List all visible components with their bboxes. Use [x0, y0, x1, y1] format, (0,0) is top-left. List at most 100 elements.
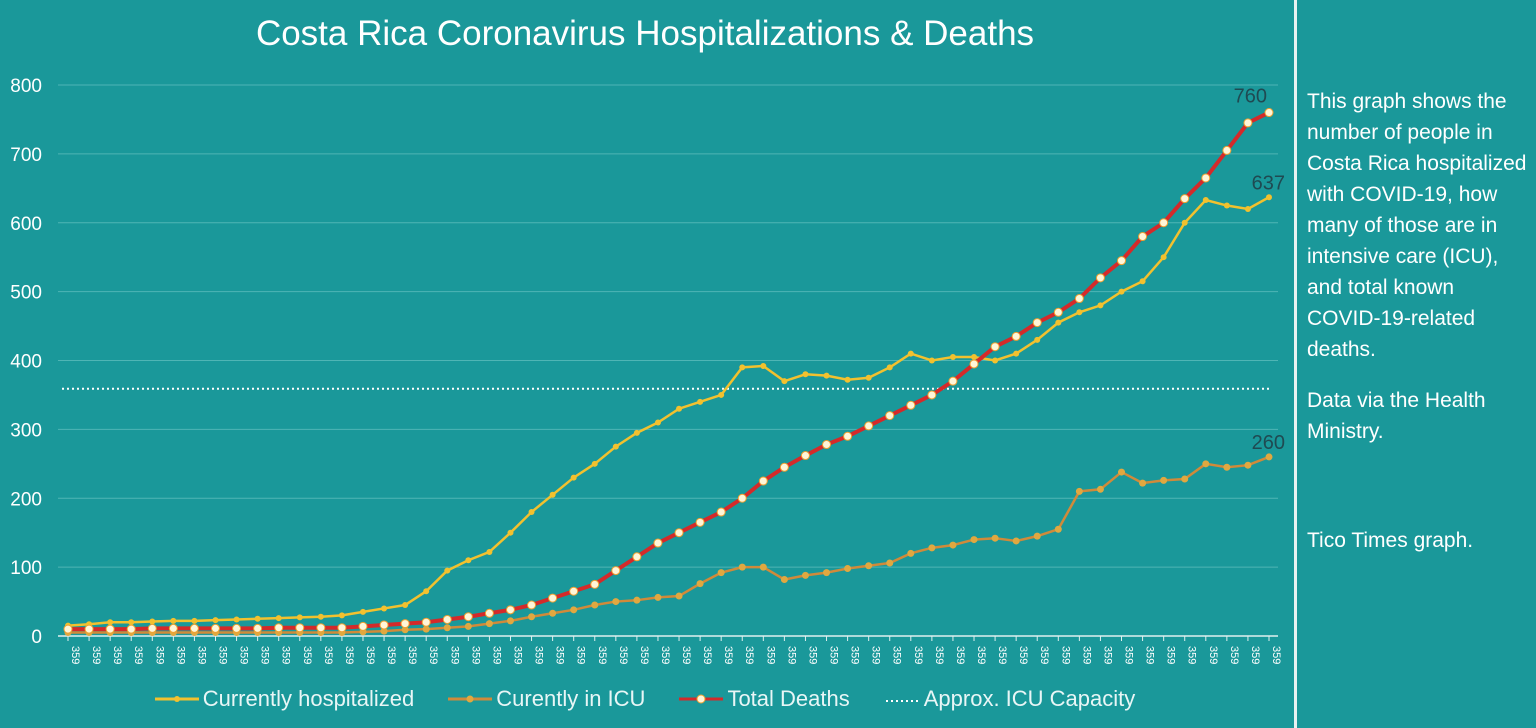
data-point	[1118, 468, 1126, 476]
legend-swatch-icu	[448, 695, 493, 703]
x-tick-label: 359	[301, 646, 313, 664]
data-point	[401, 626, 409, 634]
x-tick-label: 359	[849, 646, 861, 664]
data-point	[992, 357, 999, 364]
data-point	[675, 592, 683, 600]
chart-title: Costa Rica Coronavirus Hospitalizations …	[255, 14, 1035, 53]
data-point	[444, 567, 451, 574]
legend-label-deaths: Total Deaths	[727, 686, 850, 711]
data-point	[971, 354, 978, 361]
data-point	[170, 617, 177, 624]
y-tick-label: 600	[10, 214, 42, 235]
data-point	[1053, 307, 1063, 317]
data-point	[1096, 485, 1104, 493]
data-point	[422, 625, 430, 633]
data-point	[189, 623, 199, 633]
data-point	[232, 623, 242, 633]
data-point	[359, 608, 366, 615]
y-tick-label: 700	[10, 145, 42, 166]
x-tick-label: 359	[680, 646, 692, 664]
data-point	[885, 411, 895, 421]
data-point	[991, 534, 999, 542]
chart-plot: 0 100 200 300 400 500 600 700 800 359 359 359 359 359…	[10, 76, 1285, 664]
data-point	[843, 431, 853, 441]
data-point	[696, 580, 704, 588]
data-point	[969, 359, 979, 369]
legend-item-icu: Curently in ICU	[448, 686, 645, 712]
x-tick-label: 359	[554, 646, 566, 664]
data-point	[212, 617, 219, 624]
data-point	[695, 517, 705, 527]
legend-swatch-icu-capacity	[885, 700, 920, 702]
data-point	[1160, 476, 1168, 484]
data-point	[802, 371, 809, 378]
legend-label-icu-capacity: Approx. ICU Capacity	[923, 686, 1136, 711]
x-tick-label: 359	[1165, 646, 1177, 664]
data-point	[864, 421, 874, 431]
x-tick-label: 359	[343, 646, 355, 664]
data-point	[443, 624, 451, 632]
data-point	[381, 605, 388, 612]
data-point	[718, 391, 725, 398]
data-point	[1223, 202, 1230, 209]
x-tick-label: 359	[891, 646, 903, 664]
data-point	[949, 354, 956, 361]
data-point	[507, 529, 514, 536]
data-point	[1266, 194, 1272, 201]
x-tick-label: 359	[533, 646, 545, 664]
x-tick-label: 359	[280, 646, 292, 664]
x-tick-label: 359	[1249, 646, 1261, 664]
data-point	[907, 350, 914, 357]
x-tick-label: 359	[659, 646, 671, 664]
data-point	[1054, 525, 1062, 533]
data-point	[1032, 318, 1042, 328]
data-point	[295, 623, 305, 633]
series-line-2	[68, 110, 1270, 632]
data-point	[1118, 288, 1125, 295]
data-point	[254, 615, 261, 622]
x-tick-label: 359	[828, 646, 840, 664]
x-tick-label: 359	[701, 646, 713, 664]
data-point	[569, 586, 579, 596]
data-point	[759, 563, 767, 571]
divider	[1294, 0, 1297, 728]
series-line-0	[67, 196, 1270, 627]
data-point	[464, 622, 472, 630]
data-point	[779, 462, 789, 472]
source-text: Data via the Health Ministry.	[1307, 389, 1486, 443]
data-point	[1076, 309, 1083, 316]
x-tick-label: 359	[364, 646, 376, 664]
data-point	[253, 623, 263, 633]
data-point	[928, 357, 935, 364]
data-point	[149, 618, 156, 625]
x-tick-label: 359	[238, 646, 250, 664]
data-point	[1264, 108, 1274, 118]
data-point	[1201, 173, 1211, 183]
data-point	[126, 624, 136, 634]
x-tick-label: 359	[216, 646, 228, 664]
data-point	[907, 549, 915, 557]
data-point	[633, 596, 641, 604]
data-point	[697, 398, 704, 405]
x-tick-label: 359	[1059, 646, 1071, 664]
x-tick-label: 359	[806, 646, 818, 664]
data-point	[927, 390, 937, 400]
y-tick-label: 300	[10, 420, 42, 441]
x-tick-label: 359	[469, 646, 481, 664]
data-point	[128, 619, 135, 626]
data-point	[105, 624, 115, 634]
data-point	[442, 614, 452, 624]
data-point	[886, 559, 894, 567]
x-tick-label: 359	[1038, 646, 1050, 664]
data-point	[337, 623, 347, 633]
data-point	[1202, 460, 1210, 468]
data-point	[549, 609, 557, 617]
x-tick-label: 359	[111, 646, 123, 664]
data-point	[210, 623, 220, 633]
x-tick-label: 359	[1123, 646, 1135, 664]
data-point	[233, 616, 240, 623]
data-point	[800, 451, 810, 461]
data-point	[528, 509, 535, 516]
data-point	[823, 569, 831, 577]
data-point	[738, 563, 746, 571]
